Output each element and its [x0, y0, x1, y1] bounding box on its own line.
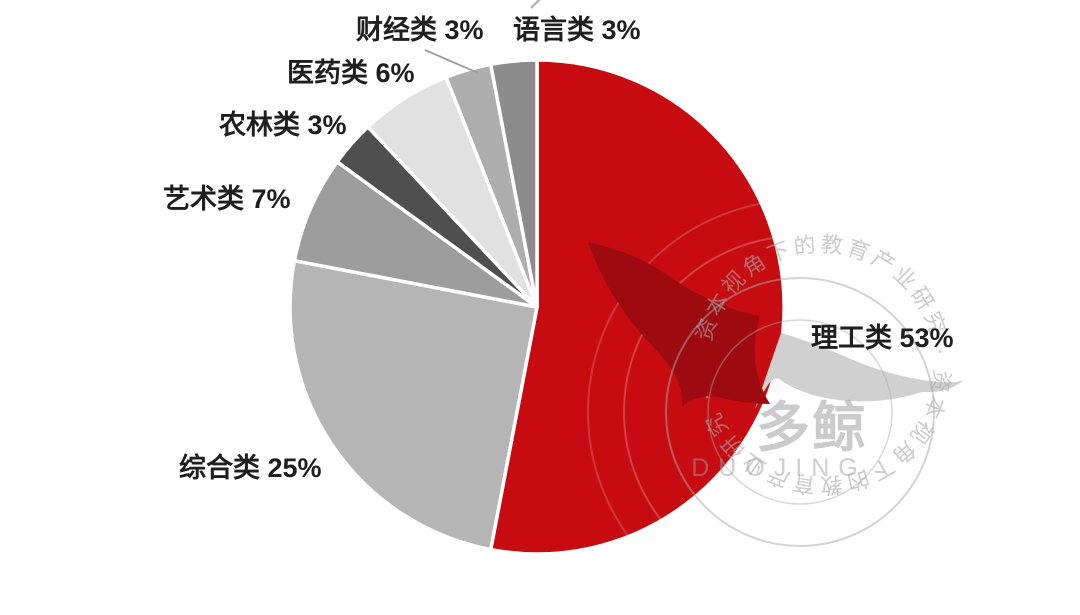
slice-label-nonglin: 农林类 3% — [219, 110, 347, 140]
pie-slice-2 — [292, 160, 539, 309]
slice-label-yishu: 艺术类 7% — [163, 184, 291, 214]
cropped-line-fragment — [530, 0, 541, 9]
slice-label-caijing: 财经类 3% — [356, 15, 484, 45]
slice-label-zonghe: 综合类 25% — [179, 453, 322, 483]
whale-body-icon — [755, 333, 964, 409]
whale-watermark — [588, 242, 964, 409]
pie-slice-1 — [288, 258, 539, 552]
whale-tail-icon — [588, 242, 770, 407]
pie-slices — [288, 58, 786, 556]
stamp-inner-circle — [707, 319, 893, 505]
stamp-outer-circle — [665, 277, 935, 547]
watermark-ripples — [587, 199, 1013, 615]
brand-wordmark: 多鲸 — [756, 398, 868, 458]
slice-label-yiyao: 医药类 6% — [287, 58, 415, 88]
leader-line-caijing — [424, 49, 479, 74]
slice-label-yuyan: 语言类 3% — [513, 15, 641, 45]
brand-latin-wordmark: DUOJING — [691, 454, 867, 482]
slice-label-ligong: 理工类 53% — [811, 323, 954, 353]
pie-slice-6 — [488, 58, 539, 309]
